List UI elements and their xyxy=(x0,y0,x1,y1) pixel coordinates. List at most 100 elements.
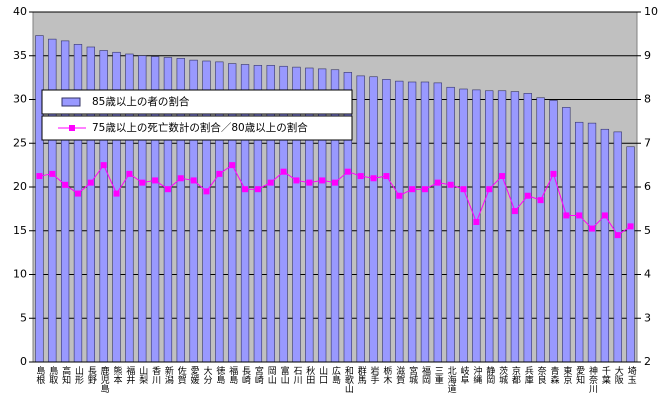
x-tick-label: 岩手 xyxy=(369,365,380,385)
bar xyxy=(407,81,417,363)
y2-tick-label: 6 xyxy=(644,180,651,193)
y2-tick-label: 8 xyxy=(644,93,651,106)
legend-swatch xyxy=(69,125,75,131)
marker xyxy=(357,173,364,180)
marker xyxy=(87,179,94,186)
x-tick-label: 高知 xyxy=(60,365,71,385)
x-tick-label: 佐賀 xyxy=(176,365,187,385)
marker xyxy=(280,168,287,175)
x-tick-label: 山口 xyxy=(317,366,328,384)
y-tick-label: 35 xyxy=(13,49,27,62)
marker xyxy=(332,179,338,186)
marker xyxy=(486,186,493,193)
marker xyxy=(447,181,454,188)
x-tick-label: 鳥取 xyxy=(47,365,58,385)
marker xyxy=(370,175,377,182)
y-tick-label: 40 xyxy=(13,5,27,18)
marker xyxy=(242,186,249,193)
bar xyxy=(420,81,430,363)
marker xyxy=(627,223,634,230)
marker xyxy=(74,190,81,197)
marker xyxy=(164,186,171,193)
x-tick-label: 愛媛 xyxy=(189,365,200,385)
y-tick-label: 5 xyxy=(20,311,27,324)
x-tick-label: 福岡 xyxy=(420,365,431,385)
x-tick-label: 茨城 xyxy=(497,365,508,385)
marker xyxy=(216,170,223,177)
x-tick-label: 広島 xyxy=(330,365,341,385)
x-tick-label: 兵庫 xyxy=(523,365,534,385)
marker xyxy=(550,170,557,177)
marker xyxy=(36,173,43,180)
x-tick-label: 群馬 xyxy=(356,365,367,385)
x-tick-label: 栃木 xyxy=(381,365,392,385)
x-tick-label: 新潟 xyxy=(163,365,174,385)
bar xyxy=(356,75,365,363)
bar xyxy=(600,128,610,363)
x-tick-label: 青森 xyxy=(548,365,559,385)
x-tick-label: 愛知 xyxy=(574,365,585,385)
marker xyxy=(601,212,608,219)
marker xyxy=(152,177,159,184)
bar xyxy=(60,40,70,363)
x-tick-label: 埼玉 xyxy=(626,365,637,384)
marker xyxy=(100,162,107,169)
x-tick-label: 福島 xyxy=(227,365,238,385)
x-tick-label: 石川 xyxy=(291,366,302,384)
x-tick-label: 秋田 xyxy=(304,365,315,385)
x-tick-label: 徳島 xyxy=(214,365,225,385)
x-tick-label: 大阪 xyxy=(613,365,624,385)
bar xyxy=(587,122,597,363)
marker xyxy=(396,192,403,199)
marker xyxy=(383,173,390,180)
marker xyxy=(524,192,531,199)
x-tick-label: 宮城 xyxy=(407,365,418,385)
x-tick-label: 鹿児島 xyxy=(99,365,110,394)
y-tick-label: 30 xyxy=(13,93,27,106)
bar xyxy=(549,100,558,363)
y2-tick-label: 10 xyxy=(644,5,658,18)
marker xyxy=(293,177,300,184)
marker xyxy=(614,232,621,239)
legend-box xyxy=(41,89,353,115)
x-tick-label: 静岡 xyxy=(484,365,495,385)
legend-swatch xyxy=(61,97,81,107)
bar xyxy=(446,86,455,363)
marker xyxy=(62,181,69,188)
x-tick-label: 京都 xyxy=(510,365,521,385)
y-tick-label: 0 xyxy=(20,355,27,368)
marker xyxy=(49,170,56,177)
x-tick-label: 滋賀 xyxy=(394,365,405,385)
x-tick-label: 東京 xyxy=(561,365,572,385)
y-tick-label: 25 xyxy=(13,136,27,149)
y2-tick-label: 7 xyxy=(644,136,651,149)
x-tick-label: 島根 xyxy=(34,365,45,385)
marker xyxy=(499,173,506,180)
marker xyxy=(229,162,236,169)
marker xyxy=(126,170,133,177)
y2-tick-label: 5 xyxy=(644,224,651,237)
x-tick-label: 山形 xyxy=(73,366,84,385)
bar xyxy=(613,131,622,363)
marker xyxy=(319,177,326,184)
x-tick-label: 岡山 xyxy=(266,366,277,384)
x-tick-label: 奈良 xyxy=(536,365,547,385)
x-tick-label: 沖縄 xyxy=(471,365,482,384)
marker xyxy=(344,168,351,175)
bar xyxy=(523,93,532,363)
x-tick-label: 長野 xyxy=(86,366,97,384)
bar xyxy=(510,91,520,363)
marker xyxy=(511,208,518,215)
marker xyxy=(563,212,570,219)
marker xyxy=(460,186,467,193)
x-tick-label: 岐阜 xyxy=(459,365,470,385)
x-tick-label: 熊本 xyxy=(112,365,123,385)
x-tick-label: 和歌山 xyxy=(343,366,354,393)
x-tick-label: 宮崎 xyxy=(253,365,264,384)
bar xyxy=(35,35,44,363)
y-tick-label: 10 xyxy=(13,268,27,281)
x-tick-label: 大分 xyxy=(201,365,212,385)
y2-tick-label: 4 xyxy=(644,268,651,281)
legend-label: 75歳以上の死亡数計の割合／80歳以上の割合 xyxy=(92,121,308,134)
marker xyxy=(421,186,428,193)
